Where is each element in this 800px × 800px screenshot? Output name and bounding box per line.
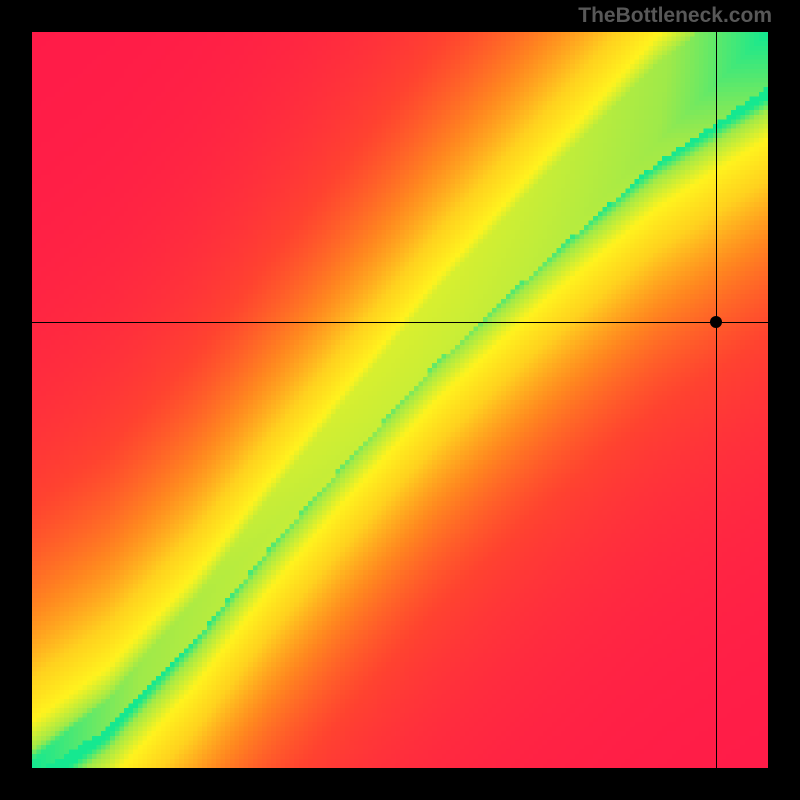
bottleneck-heatmap: [32, 32, 768, 768]
watermark-text: TheBottleneck.com: [578, 4, 772, 28]
selection-marker: [710, 316, 722, 328]
heatmap-canvas: [32, 32, 768, 768]
crosshair-vertical: [716, 32, 717, 768]
crosshair-horizontal: [32, 322, 768, 323]
